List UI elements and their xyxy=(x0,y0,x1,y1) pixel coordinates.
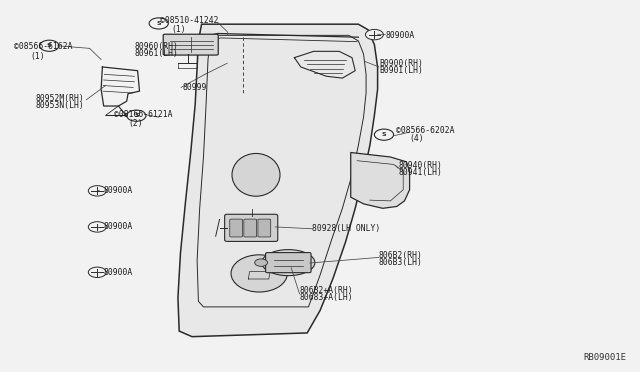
Text: 80952M(RH): 80952M(RH) xyxy=(36,94,84,103)
Circle shape xyxy=(88,267,106,278)
Text: 80999: 80999 xyxy=(182,83,207,92)
Ellipse shape xyxy=(232,153,280,196)
Text: 80900A: 80900A xyxy=(385,31,415,40)
Text: ©08566-6202A: ©08566-6202A xyxy=(396,126,454,135)
Text: 80941(LH): 80941(LH) xyxy=(398,168,442,177)
Text: B0900(RH): B0900(RH) xyxy=(379,60,423,68)
FancyBboxPatch shape xyxy=(244,219,257,237)
Text: 80953N(LH): 80953N(LH) xyxy=(36,101,84,110)
FancyBboxPatch shape xyxy=(163,34,218,55)
Text: ©08566-6162A: ©08566-6162A xyxy=(14,42,72,51)
Circle shape xyxy=(127,110,146,121)
Text: 80683+A(LH): 80683+A(LH) xyxy=(300,293,353,302)
Polygon shape xyxy=(351,153,410,208)
Text: 80900A: 80900A xyxy=(104,186,133,195)
Polygon shape xyxy=(178,24,378,337)
Text: 806B2+A(RH): 806B2+A(RH) xyxy=(300,286,353,295)
Text: S: S xyxy=(134,113,139,118)
Circle shape xyxy=(40,40,59,51)
Text: B090I(LH): B090I(LH) xyxy=(379,66,423,75)
Text: ©08510-41242: ©08510-41242 xyxy=(160,16,218,25)
Text: S: S xyxy=(156,21,161,26)
Circle shape xyxy=(374,129,394,140)
Text: 806B2(RH): 806B2(RH) xyxy=(379,251,423,260)
Ellipse shape xyxy=(262,250,315,276)
Text: (4): (4) xyxy=(410,134,424,143)
Circle shape xyxy=(88,222,106,232)
FancyBboxPatch shape xyxy=(266,253,311,273)
Text: 80928(LH ONLY): 80928(LH ONLY) xyxy=(312,224,381,233)
Circle shape xyxy=(255,259,268,266)
FancyBboxPatch shape xyxy=(225,214,278,241)
Text: 806B3(LH): 806B3(LH) xyxy=(379,258,423,267)
Text: 80900A: 80900A xyxy=(104,222,133,231)
Text: S: S xyxy=(47,43,52,48)
Text: RB09001E: RB09001E xyxy=(583,353,626,362)
FancyBboxPatch shape xyxy=(258,219,271,237)
Text: 80961(LH): 80961(LH) xyxy=(134,49,179,58)
Circle shape xyxy=(365,29,383,40)
Text: S: S xyxy=(381,132,387,137)
Text: 80960(RH): 80960(RH) xyxy=(134,42,179,51)
Text: (1): (1) xyxy=(31,52,45,61)
Text: 80900A: 80900A xyxy=(104,268,133,277)
Circle shape xyxy=(149,18,168,29)
Circle shape xyxy=(88,186,106,196)
Text: (1): (1) xyxy=(172,25,186,34)
Ellipse shape xyxy=(231,255,287,292)
Text: ©08166-6121A: ©08166-6121A xyxy=(114,110,172,119)
Text: (2): (2) xyxy=(128,119,143,128)
FancyBboxPatch shape xyxy=(230,219,243,237)
Text: 80940(RH): 80940(RH) xyxy=(398,161,442,170)
